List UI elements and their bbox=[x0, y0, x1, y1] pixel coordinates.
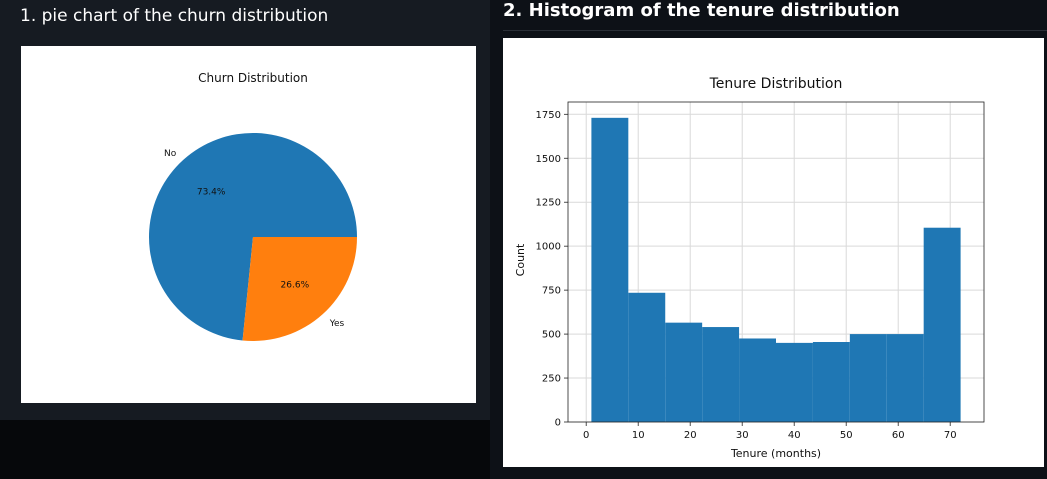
histogram-bar bbox=[886, 334, 924, 422]
pie-category-label-yes: Yes bbox=[329, 319, 345, 329]
histogram-x-tick-label: 20 bbox=[684, 430, 697, 441]
histogram-y-tick-label: 250 bbox=[542, 374, 561, 385]
histogram-bar bbox=[702, 327, 740, 422]
pie-chart: Churn Distribution 73.4% No 26.6% Yes bbox=[149, 71, 357, 341]
histogram-bar bbox=[739, 338, 776, 422]
histogram-x-tick-label: 40 bbox=[788, 430, 801, 441]
histogram-bar bbox=[812, 342, 850, 422]
histogram-x-tick-label: 0 bbox=[583, 430, 589, 441]
left-panel-footer-strip bbox=[0, 420, 490, 479]
histogram-y-tick-label: 750 bbox=[542, 286, 561, 297]
histogram-bar bbox=[665, 322, 703, 422]
histogram-title: Tenure Distribution bbox=[709, 76, 843, 92]
pie-slice-yes bbox=[242, 237, 357, 341]
histogram-bar bbox=[849, 334, 887, 422]
pie-percent-label-no: 73.4% bbox=[197, 188, 226, 198]
histogram-y-tick-label: 1500 bbox=[536, 154, 561, 165]
histogram-chart: Tenure Distribution 0 10 20 30 40 50 60 70 0 250 5… bbox=[514, 76, 985, 460]
histogram-x-axis-label: Tenure (months) bbox=[730, 447, 821, 460]
heading-divider bbox=[503, 30, 1047, 31]
histogram-bar bbox=[628, 292, 666, 422]
histogram-bar bbox=[776, 342, 813, 422]
histogram-y-tick-label: 1000 bbox=[536, 242, 561, 253]
histogram-section-heading: 2. Histogram of the tenure distribution bbox=[503, 0, 900, 21]
pie-category-label-no: No bbox=[164, 149, 177, 159]
histogram-y-tick-label: 500 bbox=[542, 330, 561, 341]
histogram-x-tick-label: 30 bbox=[736, 430, 749, 441]
histogram-y-axis-label: Count bbox=[514, 243, 527, 276]
histogram-y-tick-label: 1250 bbox=[536, 198, 561, 209]
pie-chart-panel: Churn Distribution 73.4% No 26.6% Yes bbox=[21, 46, 476, 403]
pie-slice-no bbox=[149, 133, 357, 341]
histogram-axes-frame bbox=[567, 101, 985, 423]
histogram-x-tick-label: 50 bbox=[840, 430, 853, 441]
histogram-y-tick-label: 0 bbox=[555, 418, 561, 429]
histogram-panel: Tenure Distribution 0 10 20 30 40 50 60 70 0 250 5… bbox=[503, 38, 1044, 467]
histogram-bar bbox=[923, 227, 961, 422]
histogram-bar bbox=[591, 117, 629, 423]
histogram-x-tick-label: 70 bbox=[944, 430, 957, 441]
histogram-y-tick-label: 1750 bbox=[536, 110, 561, 121]
pie-chart-title: Churn Distribution bbox=[198, 71, 308, 85]
histogram-x-tick-label: 60 bbox=[892, 430, 905, 441]
pie-percent-label-yes: 26.6% bbox=[281, 280, 310, 290]
pie-section-heading: 1. pie chart of the churn distribution bbox=[20, 6, 329, 26]
histogram-x-tick-label: 10 bbox=[632, 430, 645, 441]
